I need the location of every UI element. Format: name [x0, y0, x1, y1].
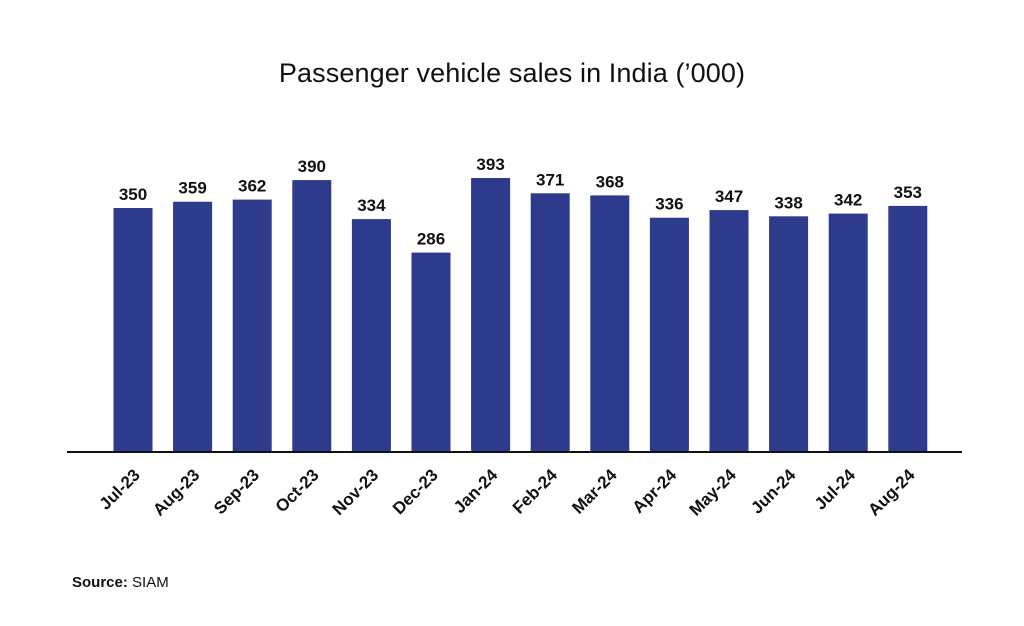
- value-label-jan-24: 393: [476, 155, 504, 174]
- value-label-jul-23: 350: [119, 185, 147, 204]
- x-tick-label-feb-24: Feb-24: [509, 465, 562, 518]
- bar-oct-23: [292, 180, 332, 452]
- x-tick-label-jun-24: Jun-24: [747, 465, 800, 518]
- x-tick-label-mar-24: Mar-24: [568, 465, 621, 518]
- bars-group: [113, 178, 928, 453]
- bar-jun-24: [769, 216, 809, 452]
- x-tick-label-sep-23: Sep-23: [210, 465, 263, 518]
- value-label-apr-24: 336: [655, 195, 683, 214]
- bar-mar-24: [590, 195, 630, 452]
- value-label-aug-23: 359: [178, 179, 206, 198]
- value-label-oct-23: 390: [298, 157, 326, 176]
- bar-jul-24: [828, 213, 868, 452]
- bar-aug-24: [888, 205, 928, 452]
- source-label: Source:: [72, 574, 128, 591]
- x-tick-label-apr-24: Apr-24: [629, 465, 681, 517]
- x-tick-labels-group: Jul-23 Aug-23 Sep-23 Oct-23 Nov-23 Dec-23 Jan-…: [96, 465, 919, 520]
- x-tick-label-jul-23: Jul-23: [96, 465, 144, 513]
- bar-nov-23: [351, 219, 391, 452]
- value-labels-group: 350 359 362 390 334 286 393 371 368 336 347 338 342 3…: [119, 155, 922, 249]
- bar-may-24: [709, 210, 749, 452]
- x-tick-label-may-24: May-24: [686, 465, 741, 520]
- x-tick-label-nov-23: Nov-23: [329, 465, 383, 519]
- bar-feb-24: [530, 193, 570, 453]
- value-label-jul-24: 342: [834, 191, 862, 210]
- bar-jan-24: [471, 178, 511, 452]
- x-tick-label-aug-23: Aug-23: [149, 465, 203, 519]
- x-tick-label-jul-24: Jul-24: [811, 465, 860, 514]
- bar-dec-23: [411, 252, 451, 452]
- source-value: SIAM: [132, 574, 169, 591]
- source-note: Source: SIAM: [72, 574, 169, 591]
- value-label-aug-24: 353: [894, 183, 922, 202]
- value-label-dec-23: 286: [417, 230, 445, 249]
- value-label-may-24: 347: [715, 187, 743, 206]
- x-tick-label-jan-24: Jan-24: [450, 465, 502, 517]
- bar-jul-23: [113, 208, 153, 452]
- bar-aug-23: [173, 201, 213, 452]
- value-label-sep-23: 362: [238, 177, 266, 196]
- x-tick-label-aug-24: Aug-24: [864, 465, 919, 520]
- value-label-feb-24: 371: [536, 170, 564, 189]
- bar-sep-23: [232, 199, 272, 452]
- x-tick-label-dec-23: Dec-23: [389, 465, 442, 518]
- value-label-jun-24: 338: [774, 193, 802, 212]
- bar-apr-24: [649, 217, 689, 452]
- value-label-nov-23: 334: [357, 196, 386, 215]
- value-label-mar-24: 368: [596, 172, 624, 191]
- chart-title: Passenger vehicle sales in India (’000): [278, 58, 746, 88]
- x-tick-label-oct-23: Oct-23: [272, 465, 323, 516]
